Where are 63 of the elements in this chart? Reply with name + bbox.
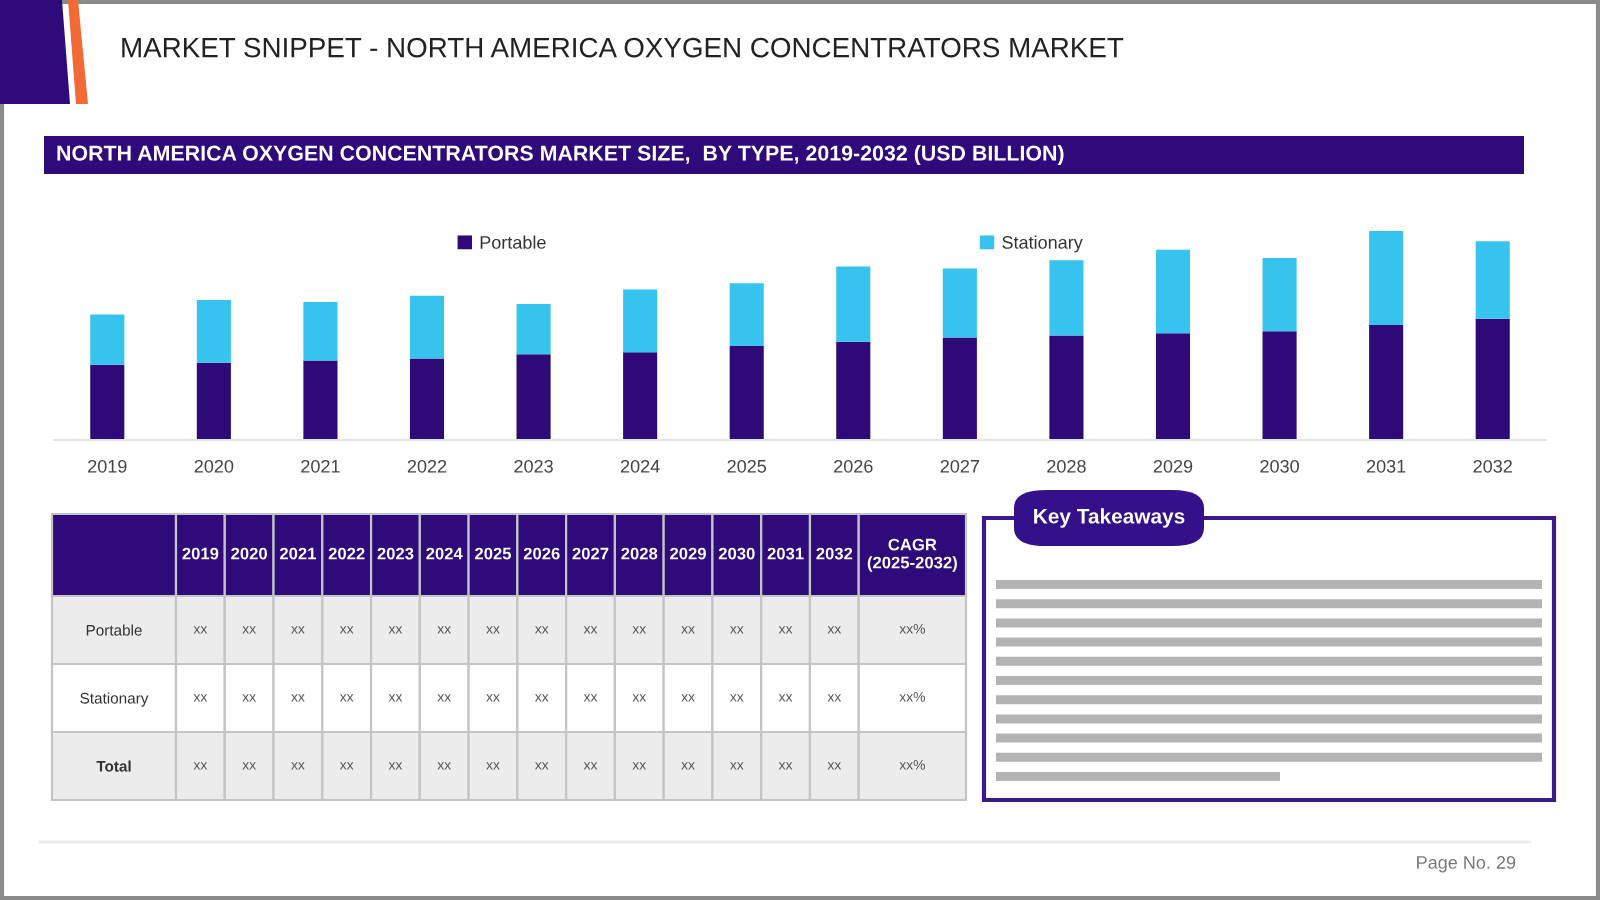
bar [1049, 335, 1084, 440]
x-tick-label: 2029 [670, 547, 706, 560]
bar [516, 304, 551, 355]
bar [1475, 318, 1510, 440]
x-tick-label: 2019 [182, 547, 219, 560]
x-tick-label: 2022 [407, 459, 447, 473]
x-tick-label: 2019 [88, 459, 127, 473]
bar [303, 302, 338, 361]
bar [409, 358, 445, 440]
bar [196, 299, 231, 363]
x-tick-label: CAGR (2025-2032) [867, 538, 957, 572]
legend-label: Portable [480, 235, 546, 249]
bar [90, 314, 125, 365]
x-tick-label: 2029 [1153, 459, 1193, 473]
x-tick-label: 2031 [767, 547, 804, 560]
text: Page No. 29 [1417, 856, 1516, 873]
x-tick-label: 2023 [514, 459, 553, 473]
bar [1369, 325, 1404, 440]
bar [303, 360, 338, 440]
x-tick-label: 2020 [231, 547, 268, 560]
bar [729, 345, 764, 440]
x-tick-label: 2023 [377, 547, 414, 560]
legend-label: Stationary [1002, 235, 1083, 253]
x-tick-label: 2027 [940, 459, 980, 473]
bar [942, 268, 977, 338]
bar [1155, 333, 1191, 440]
bar [1049, 260, 1084, 336]
bar [196, 362, 231, 440]
bar [90, 364, 125, 440]
x-tick-label: 2024 [426, 547, 463, 560]
bar [1262, 331, 1297, 440]
x-tick-label: 2022 [328, 547, 365, 560]
x-tick-label: 2032 [1473, 459, 1512, 473]
bar [836, 266, 871, 342]
x-tick-label: 2028 [621, 547, 658, 560]
x-tick-label: 2027 [572, 547, 609, 560]
bar [516, 354, 551, 440]
bar [623, 289, 658, 353]
text: MARKET SNIPPET - NORTH AMERICA OXYGEN CONCENTRATORS MARKET [122, 37, 1124, 58]
x-tick-label: 2025 [475, 547, 512, 560]
x-tick-label: 2031 [1366, 459, 1406, 473]
x-tick-label: 2032 [816, 547, 853, 560]
x-tick-label: 2026 [523, 547, 560, 560]
x-tick-label: 2021 [279, 547, 316, 560]
x-tick-label: 2026 [834, 459, 873, 473]
bar [729, 283, 764, 346]
bar [409, 295, 445, 359]
x-tick-label: 2020 [194, 459, 234, 473]
bar [1262, 258, 1297, 332]
bar [942, 337, 977, 440]
chart-title: NORTH AMERICA OXYGEN CONCENTRATORS MARKET SIZE, BY TYPE, 2019-2032 (USD BILLION) [57, 145, 1064, 165]
bar [1475, 241, 1510, 319]
bar [1155, 249, 1191, 334]
bar [836, 341, 871, 440]
x-tick-label: 2025 [727, 459, 767, 473]
x-tick-label: 2028 [1047, 459, 1086, 473]
bar [1369, 230, 1404, 325]
x-tick-label: 2030 [1260, 459, 1299, 473]
text: Key Takeaways [1034, 508, 1185, 528]
x-tick-label: 2030 [718, 547, 755, 560]
x-tick-label: 2021 [301, 459, 340, 473]
x-tick-label: 2024 [620, 459, 660, 473]
bar [623, 352, 658, 440]
